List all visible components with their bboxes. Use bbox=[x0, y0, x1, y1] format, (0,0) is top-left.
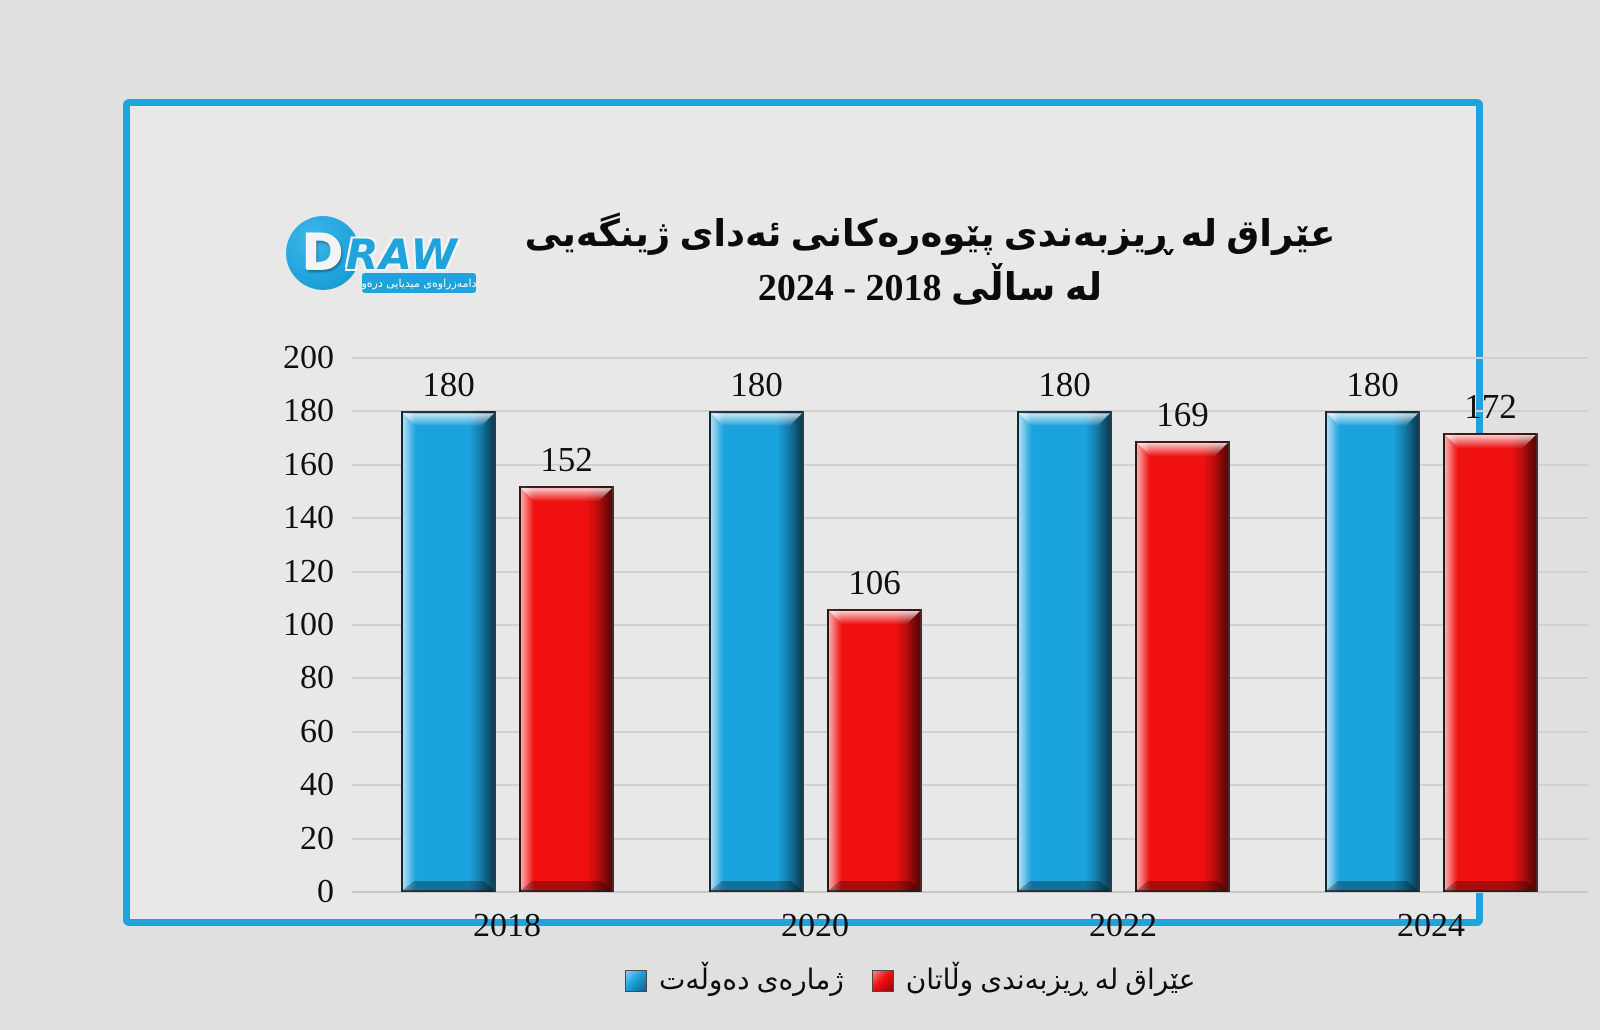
logo-banner-text: دامەزراوەی میدیایی درەو bbox=[361, 273, 477, 293]
bar-2024-series1 bbox=[1325, 411, 1420, 892]
gridline-160 bbox=[352, 463, 1588, 466]
logo-d-letter: D bbox=[302, 224, 344, 282]
y-axis-tick-60: 60 bbox=[300, 712, 334, 750]
y-axis-tick-100: 100 bbox=[283, 606, 334, 643]
x-axis-tick-2018: 2018 bbox=[473, 907, 541, 944]
bar-2020-series2 bbox=[827, 608, 922, 892]
legend-label-series2: عێراق له ڕیزبەندی وڵاتان bbox=[905, 965, 1196, 996]
legend-item-series1: ژمارەی دەوڵەت bbox=[625, 961, 844, 1001]
gridline-120 bbox=[352, 570, 1588, 573]
legend-marker-series2 bbox=[871, 970, 894, 992]
gridline-200 bbox=[352, 357, 1588, 359]
gridline-60 bbox=[352, 730, 1588, 733]
gridline-40 bbox=[352, 784, 1588, 787]
logo-circle: D bbox=[286, 216, 360, 290]
legend-marker-series1 bbox=[625, 970, 647, 992]
value-label-2024-series1: 180 bbox=[1346, 365, 1399, 405]
bar-2018-series2 bbox=[519, 486, 614, 892]
logo-brand-text: RAW bbox=[346, 230, 458, 279]
y-axis-tick-160: 160 bbox=[283, 445, 334, 483]
bar-2024-series2 bbox=[1443, 432, 1538, 892]
y-axis-tick-140: 140 bbox=[283, 499, 334, 537]
legend-label-series1: ژمارەی دەوڵەت bbox=[659, 965, 844, 996]
bar-2020-series1 bbox=[709, 411, 804, 892]
y-axis-tick-20: 20 bbox=[300, 819, 334, 857]
y-axis-tick-0: 0 bbox=[317, 873, 334, 910]
y-axis-tick-180: 180 bbox=[283, 392, 334, 430]
gridline-100 bbox=[352, 624, 1588, 626]
value-label-2022-series1: 180 bbox=[1038, 365, 1091, 405]
y-axis-tick-120: 120 bbox=[283, 552, 334, 590]
value-label-2020-series2: 106 bbox=[848, 562, 901, 602]
chart-title: عێراق له ڕیزبەندی پێوەرەکانی ئەدای ژینگە… bbox=[430, 208, 1430, 314]
value-label-2018-series1: 180 bbox=[422, 365, 475, 405]
x-axis-tick-2024: 2024 bbox=[1397, 907, 1465, 944]
draw-logo: D RAW دامەزراوەی میدیایی درەو bbox=[284, 212, 484, 302]
bar-2018-series1 bbox=[401, 411, 496, 892]
y-axis-tick-200: 200 bbox=[283, 339, 334, 376]
legend-item-series2: عێراق له ڕیزبەندی وڵاتان bbox=[871, 961, 1196, 1001]
gridline-20 bbox=[352, 837, 1588, 840]
gridline-0 bbox=[352, 891, 1588, 893]
gridline-180 bbox=[352, 410, 1588, 413]
gridline-140 bbox=[352, 517, 1588, 520]
bar-2022-series1 bbox=[1017, 411, 1112, 892]
chart-card: D RAW دامەزراوەی میدیایی درەو عێراق له ڕ… bbox=[123, 99, 1588, 996]
y-axis-tick-80: 80 bbox=[300, 659, 334, 697]
value-label-2024-series2: 172 bbox=[1464, 386, 1517, 426]
value-label-2022-series2: 169 bbox=[1156, 394, 1209, 434]
x-axis-tick-2022: 2022 bbox=[1089, 907, 1157, 944]
chart-title-line1: عێراق له ڕیزبەندی پێوەرەکانی ئەدای ژینگە… bbox=[524, 214, 1336, 255]
x-axis-tick-2020: 2020 bbox=[781, 907, 849, 944]
bar-2022-series2 bbox=[1135, 440, 1230, 892]
value-label-2018-series2: 152 bbox=[540, 440, 593, 480]
chart-legend: ژمارەی دەوڵەت عێراق له ڕیزبەندی وڵاتان bbox=[625, 958, 1223, 1004]
chart-title-line2: له ساڵی 2018 - 2024 bbox=[757, 267, 1103, 309]
y-axis-tick-40: 40 bbox=[300, 766, 334, 804]
value-label-2020-series1: 180 bbox=[730, 365, 783, 405]
gridline-80 bbox=[352, 677, 1588, 680]
